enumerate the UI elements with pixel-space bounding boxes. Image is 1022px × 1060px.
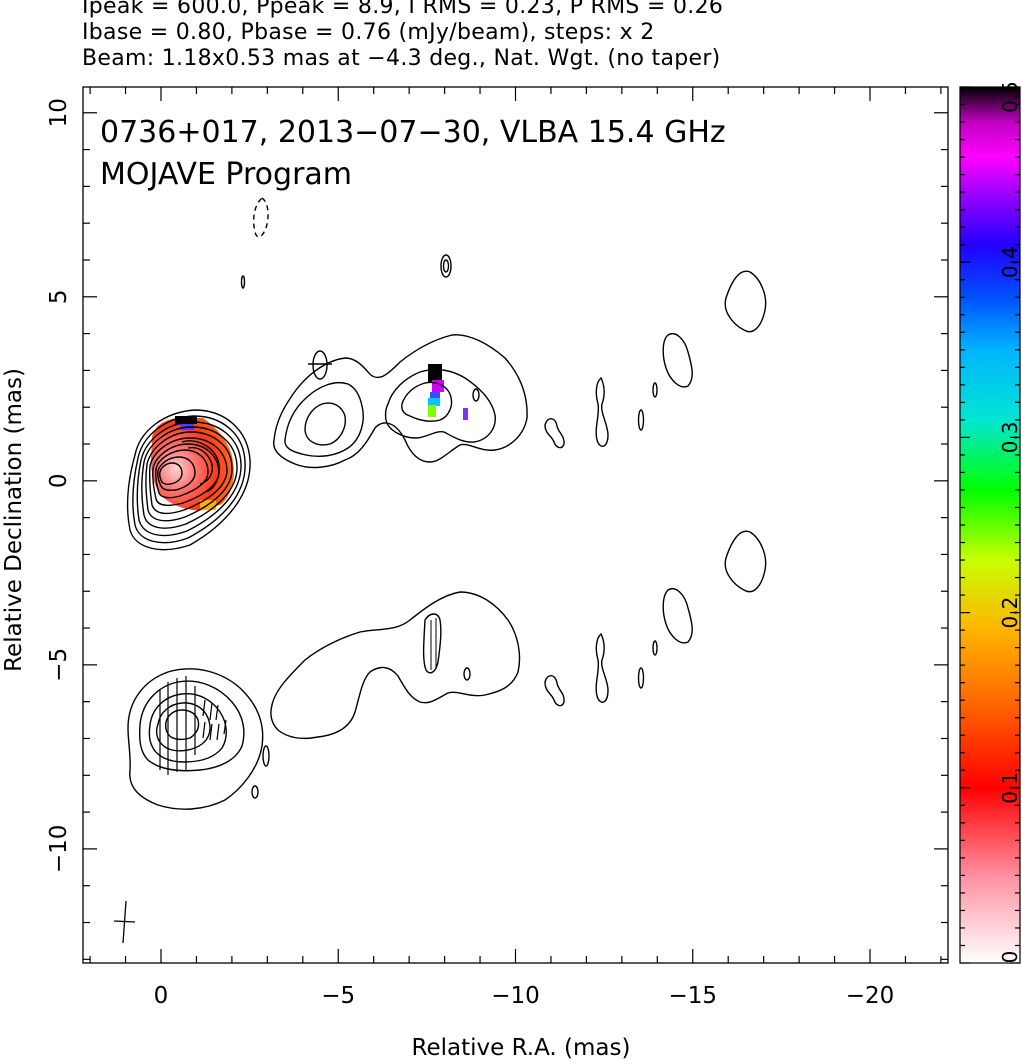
y-tick-label: 5 xyxy=(46,289,72,304)
knot-black-patch xyxy=(428,364,442,382)
upper-core-contours xyxy=(126,409,251,551)
knot-cyan-patch xyxy=(428,398,440,406)
colorbar-tick-label: 0.4 xyxy=(998,246,1022,278)
axes-ticks xyxy=(83,87,948,963)
header-line-2: Ibase = 0.80, Pbase = 0.76 (mJy/beam), s… xyxy=(82,20,655,45)
y-tick-label: 0 xyxy=(46,474,72,489)
y-tick-label: 10 xyxy=(46,98,72,127)
colorbar-ticks xyxy=(960,86,1020,964)
colorbar-tick-label: 0 xyxy=(998,951,1022,964)
map-area xyxy=(113,197,767,944)
x-axis-label: Relative R.A. (mas) xyxy=(412,1035,631,1060)
knot-purple-patch xyxy=(463,408,468,420)
y-tick-labels: −10 −5 0 5 10 xyxy=(46,98,72,873)
colorbar-tick-labels: 0 0.1 0.2 0.3 0.4 0.5 xyxy=(998,81,1022,963)
knot-green-patch xyxy=(428,405,436,417)
lower-core-contours xyxy=(127,668,264,810)
upper-jet-contours xyxy=(240,197,767,469)
y-axis-label: Relative Declination (mas) xyxy=(1,368,27,672)
knot-blue-patch xyxy=(430,392,440,400)
plot-title: 0736+017, 2013−07−30, VLBA 15.4 GHz xyxy=(100,115,726,150)
header-line-1: Ipeak = 600.0, Ppeak = 8.9, I RMS = 0.23… xyxy=(82,0,724,19)
y-tick-label: −5 xyxy=(46,648,72,682)
x-tick-label: −5 xyxy=(321,983,355,1009)
x-tick-labels: 0 −5 −10 −15 −20 xyxy=(154,983,895,1009)
plot-subtitle: MOJAVE Program xyxy=(100,157,352,192)
colorbar-tick-label: 0.1 xyxy=(998,772,1022,804)
colorbar xyxy=(959,86,1021,964)
x-tick-label: −10 xyxy=(491,983,540,1009)
colorbar-tick-label: 0.5 xyxy=(998,81,1022,113)
lower-jet-contours xyxy=(251,530,767,799)
header-line-3: Beam: 1.18x0.53 mas at −4.3 deg., Nat. W… xyxy=(82,46,721,71)
colorbar-tick-label: 0.3 xyxy=(998,421,1022,453)
restoring-beam xyxy=(113,900,136,944)
colorbar-tick-label: 0.2 xyxy=(998,597,1022,629)
polarization-black-patch xyxy=(175,416,197,424)
y-tick-label: −10 xyxy=(46,825,72,874)
x-tick-label: 0 xyxy=(154,983,169,1009)
plot-frame xyxy=(82,86,949,964)
x-tick-label: −20 xyxy=(846,983,895,1009)
x-tick-label: −15 xyxy=(668,983,717,1009)
lower-polarization-ticks xyxy=(159,676,227,775)
